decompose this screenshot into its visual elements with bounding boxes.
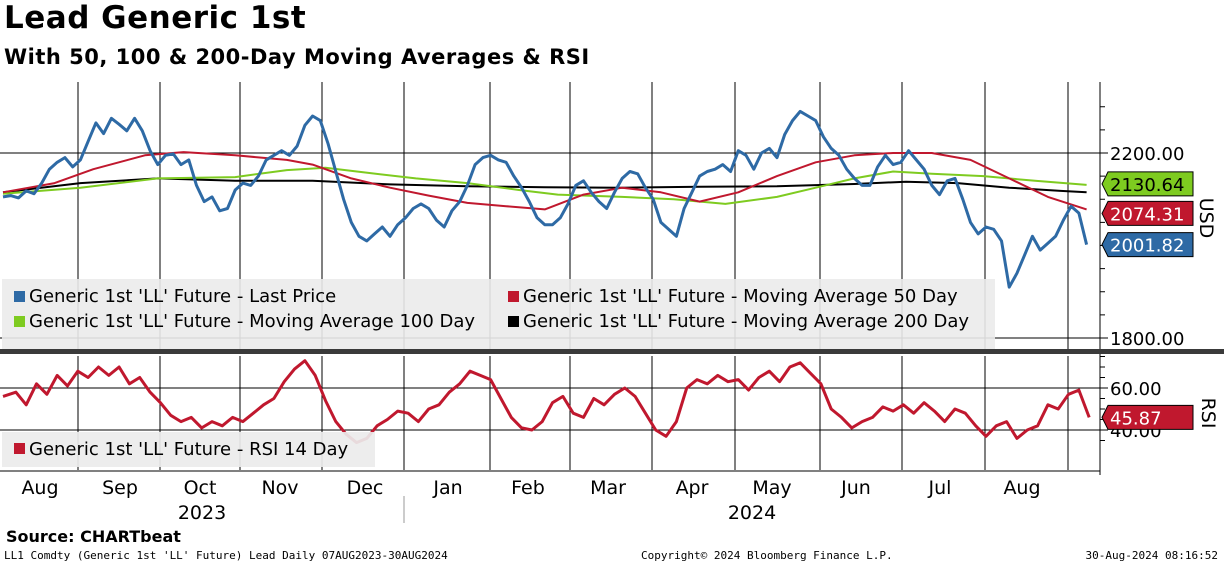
x-year-label: 2023 [178,502,226,524]
ticker-info: LL1 Comdty (Generic 1st 'LL' Future) Lea… [4,549,448,562]
chart-subtitle: With 50, 100 & 200-Day Moving Averages &… [4,45,590,69]
tag-label: 2001.82 [1110,236,1184,257]
price-axis-title: USD [1195,198,1217,239]
series-line-ma100 [2,166,1087,205]
tag-label: 45.87 [1110,408,1162,429]
price-tick-label: 1800.00 [1110,329,1184,350]
x-month-label: Jul [928,477,952,499]
legend-box [2,279,995,349]
panel-divider [0,349,1224,354]
tag-label: 2130.64 [1110,175,1184,196]
x-month-label: Feb [511,477,545,499]
legend-label-ma200: Generic 1st 'LL' Future - Moving Average… [523,311,969,332]
x-year-label: 2024 [728,502,776,524]
x-month-label: Sep [102,477,138,499]
tag-shape [1101,232,1194,258]
chart-title: Lead Generic 1st [4,0,307,36]
price-legend: Generic 1st 'LL' Future - Last Price Gene… [2,279,995,349]
source-label: Source: CHARTbeat [6,527,181,546]
x-month-label: Jun [840,477,871,499]
rsi-tick-label: 60.00 [1110,379,1162,400]
tag-shape [1101,171,1194,197]
legend-label-rsi: Generic 1st 'LL' Future - RSI 14 Day [29,439,349,460]
series-line-rsi [2,359,1091,445]
series-line-last [2,109,1089,289]
copyright: Copyright© 2024 Bloomberg Finance L.P. [641,549,893,562]
tag-shape [1101,404,1194,430]
rsi-legend: Generic 1st 'LL' Future - RSI 14 Day [2,432,375,467]
tag-label: 2074.31 [1110,204,1184,225]
legend-box [2,432,375,467]
x-month-label: Aug [1003,477,1040,499]
tag-shape [1101,200,1194,226]
x-month-label: Dec [347,477,384,499]
x-month-label: Apr [676,477,709,499]
timestamp: 30-Aug-2024 08:16:52 [1085,549,1218,562]
series-line-ma200 [2,177,1087,194]
last-value-tag-last: 2001.82 [1101,232,1194,258]
price-tick-label: 2200.00 [1110,144,1184,165]
rsi-axis-title: RSI [1197,398,1219,429]
x-month-label: Mar [590,477,626,499]
legend-swatch-ma200 [508,316,519,327]
last-value-tag-ma100: 2130.64 [1101,171,1194,197]
legend-swatch-last [14,291,25,302]
series-line-ma50 [2,151,1087,211]
x-month-label: Oct [184,477,217,499]
last-value-tag-rsi: 45.87 [1101,404,1194,430]
x-month-label: Nov [261,477,298,499]
legend-label-ma50: Generic 1st 'LL' Future - Moving Average… [523,286,958,307]
legend-swatch-ma100 [14,316,25,327]
x-month-label: Aug [21,477,58,499]
legend-label-last: Generic 1st 'LL' Future - Last Price [29,286,336,307]
last-value-tag-ma50: 2074.31 [1101,200,1194,226]
x-month-label: Jan [432,477,462,499]
x-month-label: May [752,477,791,499]
legend-swatch-ma50 [508,291,519,302]
legend-label-ma100: Generic 1st 'LL' Future - Moving Average… [29,311,475,332]
legend-swatch-rsi [14,443,25,454]
